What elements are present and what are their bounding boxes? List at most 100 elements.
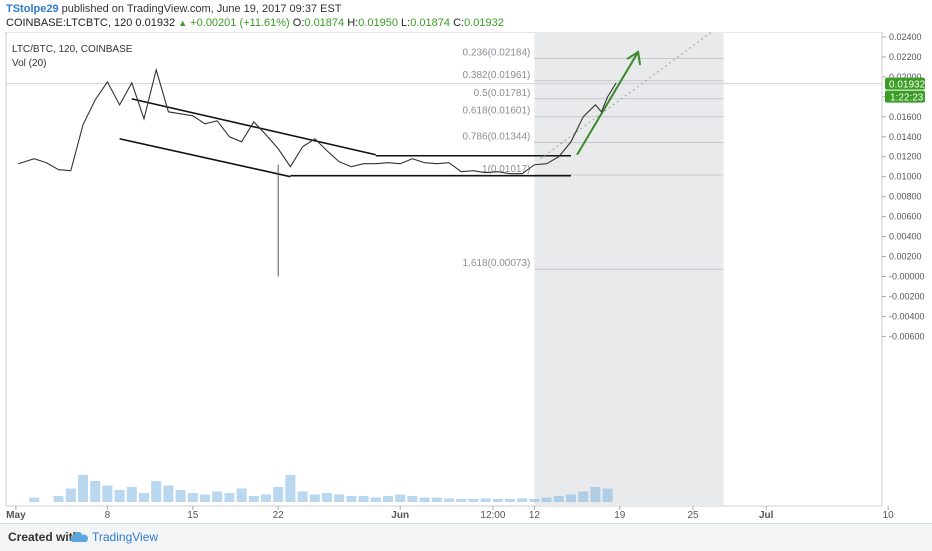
published-text: published on TradingView.com, June 19, 2…: [61, 3, 342, 15]
countdown-badge-bg: [885, 90, 925, 103]
volume-bar-38: [505, 499, 515, 502]
volume-bar-0: [29, 497, 40, 502]
volume-legend: Vol (20): [12, 58, 46, 69]
fib-label-4: 0.618(0.01601): [463, 106, 531, 117]
author-link[interactable]: TStolpe29: [6, 3, 59, 15]
y-tick-label-14: -0.00000: [889, 272, 925, 282]
low-value: 0.01874: [410, 17, 450, 29]
volume-bar-28: [383, 496, 393, 502]
volume-bar-2: [65, 488, 76, 502]
x-tick-label-8: 25: [687, 510, 699, 521]
y-tick-label-7: 0.01400: [889, 132, 922, 142]
up-arrow-icon: ▲: [178, 18, 188, 28]
x-tick-label-10: 10: [883, 510, 895, 521]
symbol-line: COINBASE:LTCBTC, 120 0.01932 ▲ +0.00201 …: [6, 17, 504, 29]
x-tick-label-3: 22: [273, 510, 285, 521]
fibonacci-levels: 0(0.02545)0.236(0.02184)0.382(0.01961)0.…: [6, 48, 882, 270]
high-label: H:: [347, 17, 359, 29]
volume-bar-24: [334, 494, 345, 502]
volume-bar-33: [444, 498, 454, 502]
volume-bar-43: [566, 494, 576, 502]
last-price-badge-value: 0.01932: [889, 80, 926, 91]
y-tick-label-4: 0.02000: [889, 72, 922, 82]
volume-bar-27: [370, 497, 381, 502]
fib-label-5: 0.786(0.01344): [463, 131, 531, 142]
x-tick-label-7: 19: [614, 510, 626, 521]
y-tick-label-3: 0.02200: [889, 52, 922, 62]
volume-bar-21: [297, 491, 308, 502]
x-tick-label-1: 8: [105, 510, 111, 521]
volume-bar-11: [175, 490, 186, 502]
volume-bar-36: [480, 498, 491, 502]
low-label: L:: [401, 17, 411, 29]
fib-label-6: 1(0.01017): [482, 164, 530, 175]
volume-bar-15: [224, 493, 235, 502]
x-tick-label-5: 12:00: [480, 510, 505, 521]
plot-area: [5, 32, 883, 507]
tradingview-cloud-icon: [70, 532, 88, 542]
volume-bar-30: [407, 496, 418, 502]
volume-bar-18: [261, 494, 271, 502]
last-price-badge-bg: [885, 77, 925, 90]
x-tick-label-4: Jun: [391, 510, 409, 521]
volume-bar-44: [578, 491, 589, 502]
volume-bar-12: [187, 493, 198, 502]
volume-bar-3: [78, 475, 88, 502]
volume-bar-6: [114, 490, 125, 502]
fib-label-2: 0.382(0.01961): [463, 70, 531, 81]
last-price: 0.01932: [135, 17, 176, 29]
volume-bar-25: [346, 496, 357, 502]
volume-bar-42: [553, 496, 564, 502]
forecast-arrow-line: [576, 51, 639, 156]
volume-bar-13: [200, 494, 210, 502]
volume-bar-26: [358, 496, 369, 502]
open-label: O:: [292, 17, 305, 29]
forecast-arrow-head: [626, 50, 642, 66]
price-line: [18, 67, 617, 175]
volume-bar-46: [602, 488, 613, 502]
fib-label-3: 0.5(0.01781): [474, 88, 531, 99]
volume-bar-29: [395, 494, 406, 502]
x-tick-label-9: Jul: [759, 510, 774, 521]
y-tick-label-6: 0.01600: [889, 112, 922, 122]
volume-bar-16: [236, 488, 247, 502]
volume-bar-41: [541, 497, 552, 502]
volume-bar-1: [53, 496, 64, 502]
y-tick-label-8: 0.01200: [889, 152, 922, 162]
close-value: 0.01932: [464, 17, 504, 29]
volume-bar-23: [322, 493, 332, 502]
volume-bar-34: [456, 499, 467, 502]
channel-upper-line: [131, 98, 376, 156]
y-tick-label-15: -0.00200: [889, 291, 925, 301]
tradingview-link[interactable]: TradingView: [92, 530, 159, 544]
volume-bar-7: [126, 487, 137, 502]
volume-bar-20: [285, 475, 296, 502]
volume-bar-17: [248, 496, 259, 502]
volume-bar-39: [517, 498, 528, 502]
price-change: +0.00201 (+11.61%): [190, 17, 290, 29]
volume-bar-10: [163, 485, 174, 502]
y-tick-label-16: -0.00400: [889, 311, 925, 321]
volume-bar-37: [492, 499, 503, 502]
symbol-label: COINBASE:LTCBTC, 120: [6, 17, 133, 29]
volume-bar-5: [102, 485, 113, 502]
volume-bar-8: [139, 493, 149, 502]
volume-bars: [29, 475, 613, 502]
chart-header: TStolpe29 published on TradingView.com, …: [0, 0, 932, 32]
time-axis[interactable]: May 8 15 22 Jun 12:00 12 19 25 Jul 10: [6, 506, 894, 521]
channel-lower-line: [119, 137, 291, 178]
price-chart[interactable]: 0(0.02545)0.236(0.02184)0.382(0.01961)0.…: [0, 32, 932, 523]
y-tick-label-2: 0.02400: [889, 32, 922, 42]
y-tick-label-9: 0.01000: [889, 172, 922, 182]
volume-bar-4: [90, 481, 101, 502]
publish-line: TStolpe29 published on TradingView.com, …: [6, 3, 342, 15]
open-value: 0.01874: [304, 17, 345, 29]
y-tick-label-17: -0.00600: [889, 331, 925, 341]
last-price-badge: 0.01932 1:22:23: [885, 77, 926, 104]
close-label: C:: [453, 17, 465, 29]
volume-bar-32: [431, 497, 442, 502]
volume-bar-45: [590, 487, 601, 502]
x-tick-label-2: 15: [187, 510, 199, 521]
volume-bar-31: [419, 497, 430, 502]
trend-drawings: [119, 32, 713, 277]
